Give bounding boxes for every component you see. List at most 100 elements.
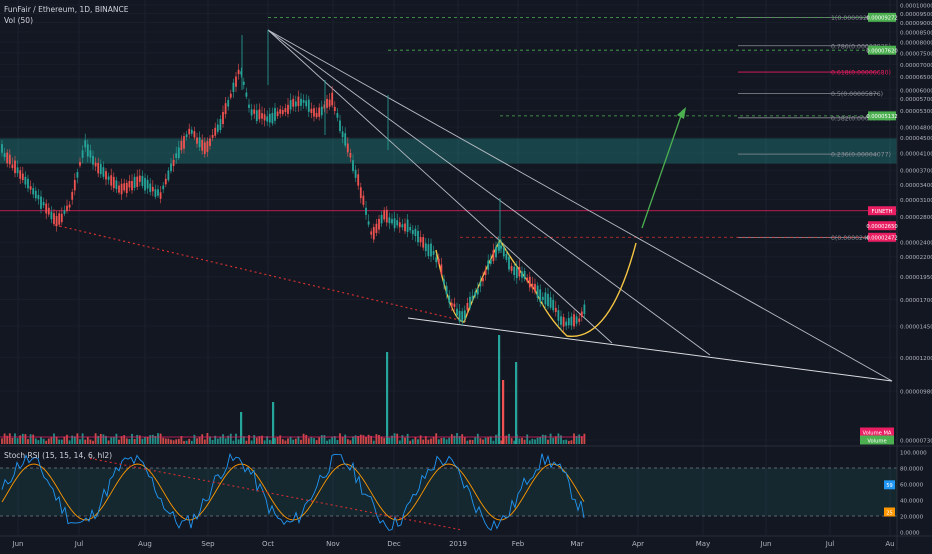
candle-body — [232, 82, 235, 92]
volume-bar — [349, 440, 352, 444]
candle-body — [469, 296, 471, 308]
candle-body — [8, 154, 11, 165]
candle-body — [136, 176, 139, 187]
volume-bar — [253, 435, 256, 444]
volume-spike — [515, 362, 518, 444]
candle-body — [11, 164, 14, 168]
volume-bar — [370, 435, 373, 444]
candle-body — [479, 282, 482, 287]
candle-body — [258, 109, 261, 120]
volume-bar — [422, 439, 425, 444]
candle-body — [409, 227, 412, 231]
candle-body — [466, 303, 469, 311]
candle-body — [27, 178, 29, 189]
volume-bar — [489, 436, 492, 444]
price-axis-label: 0.00007500 — [900, 51, 932, 57]
volume-bar — [50, 437, 53, 444]
time-axis-label: Jun — [760, 540, 772, 548]
volume-indicator-label[interactable]: Vol (50) — [4, 16, 34, 25]
candle-body — [391, 219, 393, 224]
volume-bar — [136, 434, 139, 444]
volume-bar — [115, 433, 118, 444]
candle-body — [151, 186, 154, 192]
candle-body — [502, 247, 505, 257]
candle-body — [242, 81, 245, 85]
candle-body — [414, 228, 417, 237]
volume-bar — [432, 436, 435, 444]
candle-body — [118, 185, 120, 193]
volume-bar — [528, 440, 531, 444]
candle-body — [37, 194, 40, 200]
candle-body — [404, 223, 406, 232]
volume-bar — [518, 438, 521, 444]
price-badge — [868, 12, 896, 22]
stoch-rsi-label[interactable]: Stoch RSI (15, 15, 14, 6, hl2) — [4, 451, 113, 460]
volume-bar — [453, 435, 456, 444]
volume-bar — [19, 435, 22, 444]
volume-bar — [510, 438, 513, 444]
volume-bar — [6, 435, 9, 444]
trendline-fan-2 — [267, 29, 711, 356]
volume-bar — [294, 438, 297, 444]
volume-bar — [1, 438, 3, 444]
candle-body — [89, 150, 92, 158]
volume-bar — [235, 433, 237, 444]
volume-bar — [268, 439, 271, 444]
candle-body — [461, 311, 464, 322]
volume-bar — [128, 439, 131, 444]
candle-body — [315, 112, 318, 118]
price-axis-label: 0.00003400 — [900, 183, 932, 189]
candle-body — [536, 285, 539, 298]
rsi-axis-label: 0.0000 — [900, 531, 920, 537]
price-badge-text: 0.00002472 — [866, 236, 897, 242]
candle-body — [14, 160, 16, 174]
fib-retracement[interactable]: 1(0.00009284) 0.786(0.00007825) 0.618(0.00… — [0, 15, 897, 242]
symbol-title[interactable]: FunFair / Ethereum, 1D, BINANCE — [4, 5, 129, 14]
candle-body — [164, 178, 167, 185]
candle-body — [177, 147, 180, 158]
volume-bar — [435, 433, 438, 444]
volume-bar — [359, 434, 362, 444]
volume-bar — [206, 433, 209, 444]
candle-body — [34, 190, 37, 199]
volume-bar — [583, 433, 586, 444]
candle-body — [115, 180, 118, 190]
fib-level-label: 0.382(0.00005072) — [831, 115, 891, 122]
candle-body — [214, 127, 217, 136]
volume-bar — [573, 433, 575, 444]
volume-bar — [424, 436, 427, 444]
candle-body — [276, 111, 279, 117]
price-axis-label: 0.00005300 — [900, 109, 932, 115]
volume-bar — [284, 440, 287, 444]
volume-bar — [196, 438, 198, 444]
time-axis-label: Nov — [326, 540, 340, 548]
volume-bar — [94, 433, 97, 444]
volume-bar — [216, 438, 219, 444]
time-axis-label: Dec — [387, 540, 401, 548]
volume-bar — [547, 439, 549, 444]
candle-body — [266, 116, 269, 122]
volume-bar — [331, 436, 334, 444]
chart-header: FunFair / Ethereum, 1D, BINANCE Vol (50) — [4, 4, 129, 26]
candle-body — [167, 170, 170, 181]
candle-body — [430, 243, 432, 257]
candle-body — [570, 316, 573, 326]
volume-bar — [302, 433, 305, 444]
volume-bar — [138, 435, 141, 444]
price-badge-text: 0.00002650 — [866, 224, 897, 230]
volume-bar — [112, 436, 115, 444]
candle-body — [471, 295, 474, 300]
volume-bar — [45, 440, 48, 444]
price-axis-label: 0.00003700 — [900, 169, 932, 175]
volume-bar — [417, 439, 419, 444]
candle-body — [53, 213, 55, 225]
volume-bar — [437, 439, 440, 444]
volume-bar — [97, 435, 100, 444]
candle-body — [445, 285, 448, 295]
volume-bar — [367, 434, 370, 444]
volume-bar — [466, 440, 469, 444]
price-axis-label: 0.00006000 — [900, 88, 932, 94]
volume-bar — [164, 438, 167, 444]
